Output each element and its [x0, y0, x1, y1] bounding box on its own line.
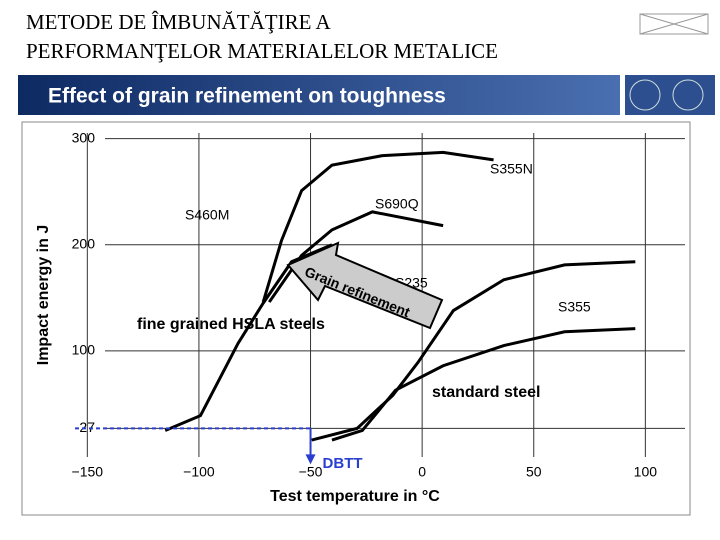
banner: [18, 75, 620, 115]
x-tick-label: 100: [634, 464, 658, 480]
x-tick-label: −150: [72, 464, 104, 480]
curve: [268, 210, 444, 303]
chart-frame: [21, 121, 691, 516]
logo: [629, 79, 661, 111]
curve: [164, 243, 333, 432]
y-tick-label: 100: [72, 342, 96, 358]
x-tick-label: −100: [183, 464, 215, 480]
curve: [331, 327, 636, 442]
dbtt-arrowhead: [305, 454, 316, 465]
y-tick-label: 300: [72, 129, 96, 145]
y-tick-label: 200: [72, 235, 96, 251]
legend-label: S690Q: [375, 196, 419, 212]
grain-arrow: [286, 241, 444, 330]
legend-label: S460M: [185, 207, 229, 223]
legend-label: S355: [558, 299, 591, 315]
x-tick-label: −50: [299, 464, 323, 480]
hsla-label: fine grained HSLA steels: [137, 316, 325, 333]
curve: [311, 260, 636, 442]
x-tick-label: 50: [526, 464, 542, 480]
curve: [261, 150, 494, 303]
logo-box: [625, 75, 715, 115]
corner-icon: [639, 13, 709, 35]
y-axis-label: Impact energy in J: [35, 225, 52, 366]
standard-label: standard steel: [432, 384, 540, 401]
x-tick-label: 0: [418, 464, 426, 480]
x-axis-label: Test temperature in °C: [270, 488, 440, 505]
logo: [672, 79, 704, 111]
banner-text: Effect of grain refinement on toughness: [48, 85, 446, 108]
legend-label: S355N: [490, 161, 533, 177]
dbtt-label: DBTT: [323, 455, 363, 472]
slide-title-1: METODE DE ÎMBUNĂTĂŢIRE A PERFORMANŢELOR M…: [26, 10, 498, 63]
